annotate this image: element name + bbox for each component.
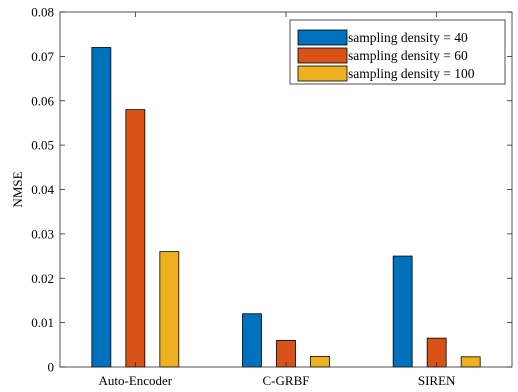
legend: sampling density = 40 sampling density = … xyxy=(289,19,506,85)
legend-label-1: sampling density = 40 xyxy=(348,30,468,45)
bar-auto-encoder-series-3 xyxy=(159,251,180,368)
y-tick-label: 0.08 xyxy=(31,5,54,20)
bar-c-grbf-series-1 xyxy=(242,313,262,368)
x-tick-label: Auto-Encoder xyxy=(99,373,173,388)
legend-label-2: sampling density = 60 xyxy=(348,48,468,63)
y-tick-label: 0.06 xyxy=(31,93,54,108)
x-tick-label: SIREN xyxy=(418,373,456,388)
y-tick-label: 0.07 xyxy=(31,49,54,64)
y-tick-label: 0.03 xyxy=(31,226,54,241)
legend-label-3: sampling density = 100 xyxy=(348,66,475,81)
axes-group: 0 0.01 0.02 0.03 0.04 0.05 0.06 0.07 0.08 Auto-En… xyxy=(10,5,513,388)
legend-swatch-2 xyxy=(297,47,348,64)
y-axis-title: NMSE xyxy=(10,171,25,207)
bars-group xyxy=(91,47,481,368)
bar-siren-series-1 xyxy=(392,255,413,368)
bar-c-grbf-series-3 xyxy=(310,355,330,368)
legend-swatch-1 xyxy=(297,29,348,46)
x-tick-label: C-GRBF xyxy=(263,373,310,388)
bar-auto-encoder-series-1 xyxy=(91,47,112,368)
y-tick-label: 0 xyxy=(48,360,55,375)
bar-auto-encoder-series-2 xyxy=(125,109,146,368)
y-tick-label: 0.01 xyxy=(31,315,54,330)
y-tick-label: 0.05 xyxy=(31,138,54,153)
bar-siren-series-3 xyxy=(460,356,481,368)
legend-swatch-3 xyxy=(297,65,348,82)
y-tick-label: 0.02 xyxy=(31,271,54,286)
y-tick-label: 0.04 xyxy=(31,182,54,197)
